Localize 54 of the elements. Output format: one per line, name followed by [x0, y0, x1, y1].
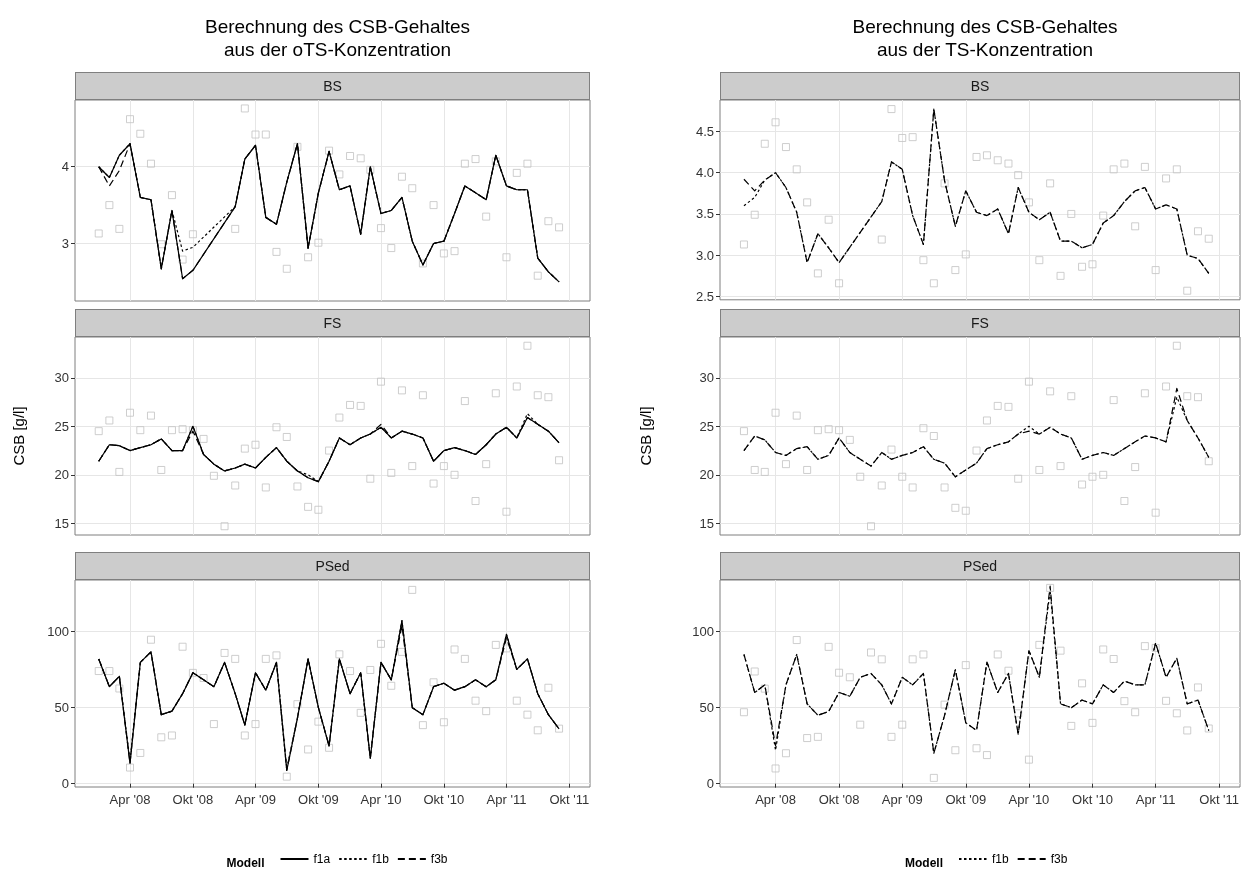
chart-title: Berechnung des CSB-Gehaltes aus der TS-Konzentration — [852, 16, 1118, 60]
chart-subtitle: BS — [75, 72, 590, 100]
legend-label: f1a — [313, 852, 331, 866]
y-tick-label: 15 — [54, 515, 69, 531]
y-tick-label: 4.5 — [695, 123, 714, 139]
y-tick-label: 50 — [699, 700, 714, 716]
legend-title: Modell — [905, 856, 943, 870]
y-tick-label: 50 — [54, 700, 69, 716]
y-tick-label: 0 — [706, 776, 714, 792]
y-tick-label: 100 — [47, 624, 69, 640]
chart-subtitle: FS — [720, 309, 1240, 337]
legend-label: f3b — [430, 852, 448, 866]
y-tick-label: 3 — [61, 235, 69, 251]
y-tick-label: 20 — [699, 467, 714, 483]
y-tick-label: 4 — [61, 159, 69, 175]
y-tick-label: 20 — [54, 467, 69, 483]
legend-label: f1b — [372, 852, 390, 866]
y-tick-label: 25 — [699, 418, 714, 434]
y-tick-label: 30 — [699, 370, 714, 386]
y-tick-label: 15 — [699, 515, 714, 531]
x-tick-label: Apr '09 — [235, 792, 276, 807]
y-axis-title: CSB [g/l] — [10, 406, 27, 466]
x-tick-label: Okt '10 — [423, 792, 465, 807]
x-tick-label: Okt '11 — [1199, 792, 1240, 807]
y-axis-title: CSB [g/l] — [637, 406, 654, 466]
chart-subtitle: PSed — [720, 552, 1240, 580]
chart-subtitle: PSed — [75, 552, 590, 580]
x-tick-label: Apr '10 — [360, 792, 402, 807]
y-tick-label: 3.5 — [695, 206, 714, 222]
x-tick-label: Apr '08 — [755, 792, 796, 807]
x-tick-label: Apr '11 — [1135, 792, 1176, 807]
chart-title: Berechnung des CSB-Gehaltes aus der oTS-Konzentration — [204, 16, 471, 60]
x-tick-label: Okt '08 — [818, 792, 860, 807]
legend-label: f3b — [1050, 852, 1068, 866]
y-tick-label: 25 — [54, 418, 69, 434]
y-tick-label: 2.5 — [695, 289, 714, 304]
x-tick-label: Apr '10 — [1008, 792, 1050, 807]
x-tick-label: Okt '11 — [549, 792, 590, 807]
chart-subtitle: BS — [720, 72, 1240, 100]
y-tick-label: 3.0 — [695, 247, 714, 263]
x-tick-label: Okt '08 — [172, 792, 214, 807]
x-tick-label: Apr '11 — [486, 792, 527, 807]
x-tick-label: Okt '09 — [298, 792, 339, 807]
x-tick-label: Okt '10 — [1072, 792, 1113, 807]
y-tick-label: 100 — [692, 624, 714, 640]
x-tick-label: Apr '08 — [109, 792, 151, 807]
x-tick-label: Apr '09 — [881, 792, 923, 807]
y-tick-label: 4.0 — [695, 165, 714, 181]
legend-title: Modell — [226, 856, 265, 870]
chart-subtitle: FS — [75, 309, 590, 337]
x-tick-label: Okt '09 — [945, 792, 987, 807]
y-tick-label: 0 — [61, 776, 69, 792]
legend-label: f1b — [992, 852, 1010, 866]
y-tick-label: 30 — [54, 370, 69, 386]
